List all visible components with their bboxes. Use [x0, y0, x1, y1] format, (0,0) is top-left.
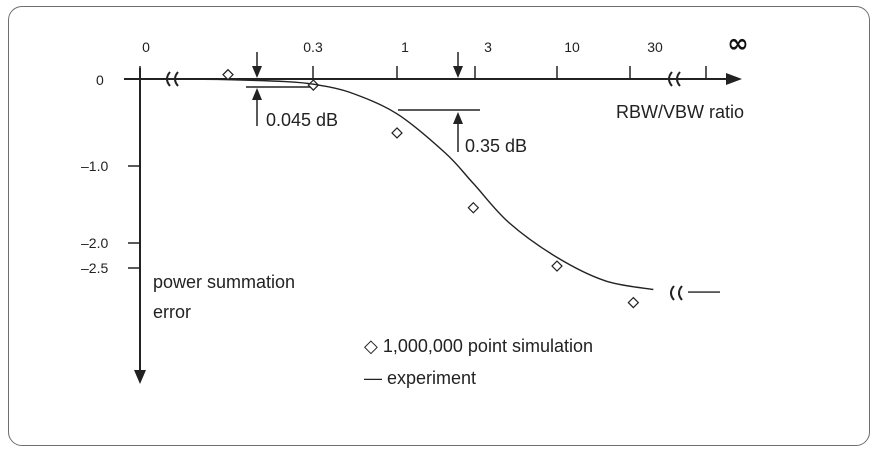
experiment-curve [188, 78, 654, 291]
y-tick-label-3: –2.5 [81, 260, 108, 276]
x-axis-break-right [668, 71, 681, 87]
x-tick-label-1: 0.3 [303, 39, 323, 55]
y-axis-title-line-2: error [153, 302, 191, 322]
annotation-0-045 [246, 52, 312, 126]
legend-entry-simulation: ◇ 1,000,000 point simulation [364, 336, 593, 356]
x-tick-label-4: 10 [564, 39, 580, 55]
simulation-point-2 [391, 127, 403, 139]
axis-breaks [166, 71, 683, 301]
simulation-point-4 [551, 260, 563, 272]
annotation-0-045-label: 0.045 dB [266, 110, 338, 130]
simulation-point-5 [627, 296, 640, 309]
annotation-0-35-up-arrowhead [453, 112, 463, 124]
curve-break-right [670, 285, 683, 301]
y-tick-label-2: –2.0 [81, 235, 108, 251]
x-tick-marks [139, 66, 707, 79]
annotation-0-045-down-arrowhead [252, 66, 262, 78]
series-layer [188, 68, 720, 309]
x-tick-label-3: 3 [484, 39, 492, 55]
y-tick-label-1: –1.0 [81, 158, 108, 174]
y-axis-arrowhead [134, 370, 146, 384]
simulation-point-3 [467, 201, 480, 214]
x-tick-label-0: 0 [142, 39, 150, 55]
y-tick-label-0: 0 [96, 72, 104, 88]
legend-entry-experiment: — experiment [364, 368, 476, 388]
y-tick-marks [128, 78, 140, 269]
x-tick-label-5: 30 [647, 39, 663, 55]
y-axis-title-line-1: power summation [153, 272, 295, 292]
annotation-0-35 [398, 52, 480, 152]
x-tick-label-6: ∞ [727, 29, 749, 59]
x-axis-title: RBW/VBW ratio [616, 102, 744, 122]
annotation-0-045-up-arrowhead [252, 88, 262, 100]
annotation-0-35-down-arrowhead [453, 66, 463, 78]
x-axis-arrowhead [726, 73, 742, 85]
x-axis-break-left [166, 71, 179, 87]
x-tick-label-2: 1 [401, 39, 409, 55]
annotation-0-35-label: 0.35 dB [465, 136, 527, 156]
